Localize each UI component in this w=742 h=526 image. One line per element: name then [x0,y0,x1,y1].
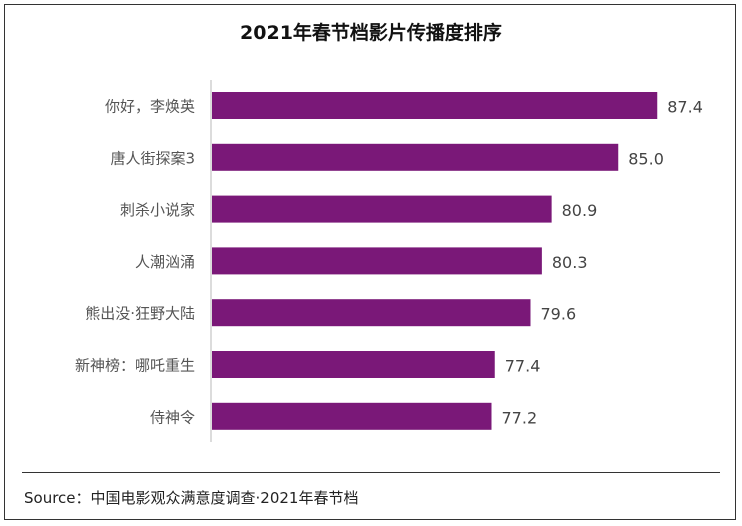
value-label: 87.4 [667,98,703,117]
category-label: 侍神令 [150,408,195,426]
bar [212,402,492,430]
value-label: 77.2 [502,408,538,427]
source-note: Source：中国电影观众满意度调查·2021年春节档 [24,489,359,507]
category-label: 人潮汹涌 [135,253,195,271]
bar [212,351,495,378]
bar [212,92,658,119]
category-label: 你好，李焕英 [105,98,195,116]
value-label: 77.4 [505,357,541,376]
bar [212,247,542,275]
category-label: 唐人街探案3 [110,149,195,167]
chart-title: 2021年春节档影片传播度排序 [240,22,502,44]
category-label: 新神榜：哪吒重生 [75,357,195,375]
value-label: 80.9 [562,201,598,220]
bar [212,143,619,171]
value-label: 79.6 [541,305,577,324]
category-label: 刺杀小说家 [120,201,195,219]
value-label: 85.0 [628,149,664,168]
chart-frame [4,4,736,520]
divider [22,472,720,473]
category-label: 熊出没·狂野大陆 [85,305,195,323]
bar [212,299,531,327]
bar [212,195,552,223]
value-label: 80.3 [552,253,588,272]
